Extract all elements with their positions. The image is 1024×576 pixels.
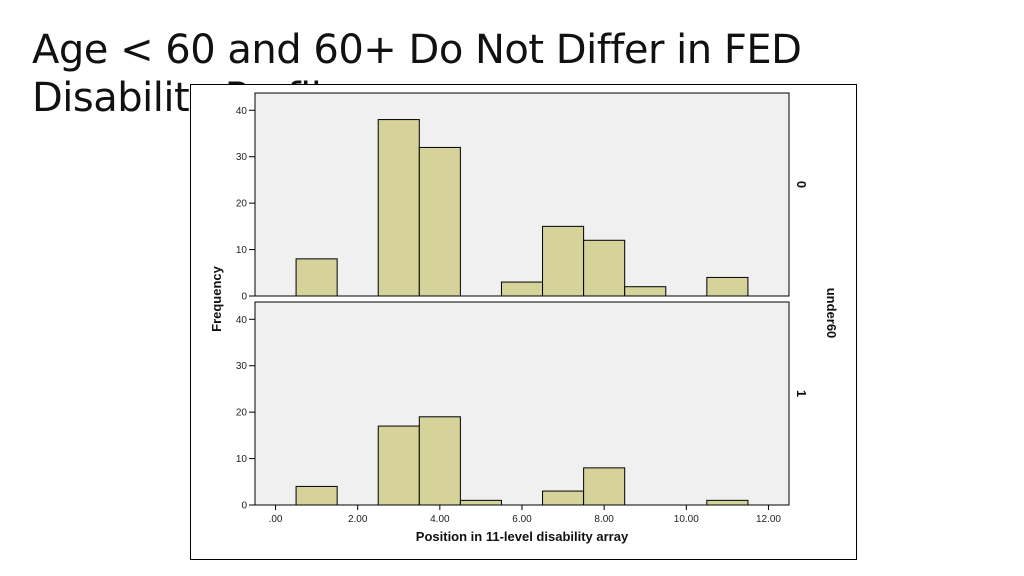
histogram-bar <box>377 119 420 297</box>
y-tick-label: 20 <box>236 199 248 210</box>
panel-background <box>254 301 790 506</box>
x-tick-label: 4.00 <box>430 514 450 525</box>
histogram-bar <box>706 499 749 506</box>
histogram-bar <box>624 286 667 297</box>
y-tick-label: 10 <box>236 245 248 256</box>
histogram-bar <box>377 425 420 506</box>
x-tick-label: 6.00 <box>512 514 532 525</box>
panel-background <box>254 92 790 297</box>
x-tick-label: .00 <box>269 514 283 525</box>
histogram-bar <box>295 258 338 297</box>
histogram-bar <box>295 485 338 506</box>
x-tick-label: 12.00 <box>756 514 781 525</box>
panel-label: 1 <box>794 390 809 397</box>
x-tick-label: 10.00 <box>674 514 699 525</box>
histogram-bar <box>500 281 544 297</box>
histogram-bar <box>459 499 502 506</box>
y-tick-label: 10 <box>236 454 248 465</box>
facet-title: under60 <box>824 288 839 339</box>
y-tick-label: 40 <box>236 106 248 117</box>
y-axis-title: Frequency <box>209 265 224 332</box>
y-tick-label: 30 <box>236 152 248 163</box>
x-tick-label: 8.00 <box>594 514 614 525</box>
y-tick-label: 40 <box>236 315 248 326</box>
histogram-chart: 0 10 20 30 40 0 0 10 20 30 40 1 .00 2.00 4.00 6.00 8.00 1… <box>209 92 839 544</box>
histogram-bar <box>542 225 585 297</box>
histogram-bar <box>418 416 461 506</box>
y-tick-label: 0 <box>241 292 247 303</box>
y-tick-label: 0 <box>241 501 247 512</box>
chart-frame: 0 10 20 30 40 0 0 10 20 30 40 1 .00 2.00 4.00 6.00 8.00 1… <box>190 84 857 560</box>
histogram-bar <box>418 146 461 297</box>
y-tick-label: 30 <box>236 361 248 372</box>
histogram-bar <box>583 467 626 506</box>
panel-label: 0 <box>794 181 809 188</box>
histogram-bar <box>542 490 585 506</box>
y-tick-label: 20 <box>236 408 248 419</box>
x-tick-label: 2.00 <box>348 514 368 525</box>
histogram-bar <box>583 239 626 297</box>
x-axis-title: Position in 11-level disability array <box>416 529 629 544</box>
histogram-bar <box>706 276 749 297</box>
